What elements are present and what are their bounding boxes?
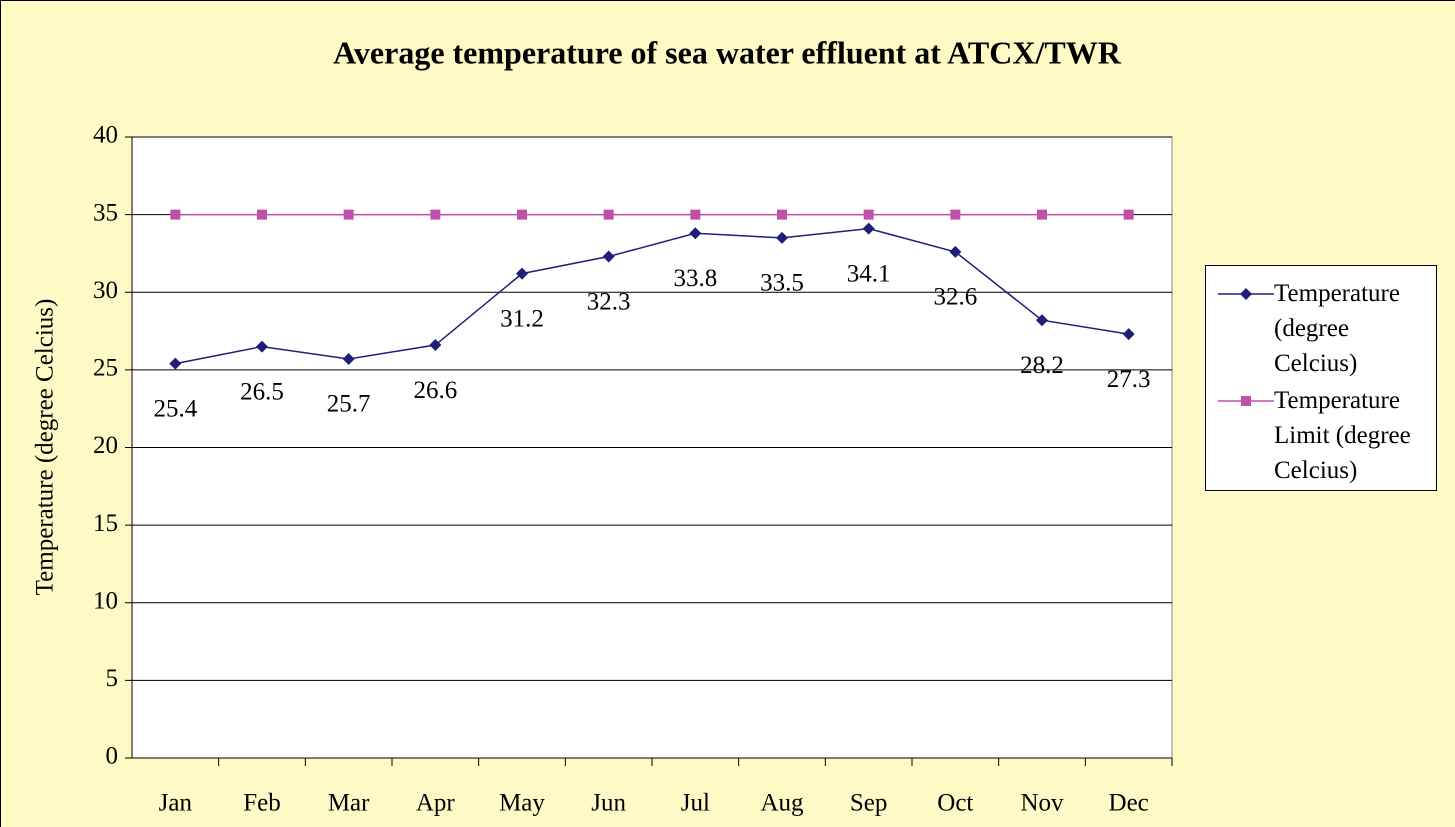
data-label: 32.3: [587, 288, 631, 315]
x-tick-label: Oct: [937, 790, 973, 817]
marker: [862, 222, 875, 235]
marker: [949, 245, 962, 258]
data-label: 26.5: [240, 378, 284, 405]
marker: [256, 340, 268, 353]
data-label: 27.3: [1107, 366, 1151, 393]
marker: [950, 209, 961, 220]
legend-swatch: [1218, 288, 1274, 300]
data-label: 25.7: [327, 391, 371, 418]
x-tick-label: Feb: [243, 790, 281, 817]
chart-title: Average temperature of sea water effluen…: [333, 34, 1122, 70]
y-tick-label: 20: [93, 432, 118, 459]
marker: [1036, 314, 1048, 327]
legend: Temperature (degree Celcius) Temperature…: [1205, 265, 1437, 491]
marker: [1122, 328, 1135, 341]
y-tick-label: 35: [93, 199, 118, 226]
legend-entry: Temperature (degree Celcius): [1218, 276, 1436, 381]
legend-label: Temperature Limit (degree Celcius): [1274, 387, 1411, 484]
marker: [777, 209, 787, 220]
y-tick-label: 15: [93, 510, 118, 537]
x-tick-label: Jun: [591, 790, 626, 817]
x-tick-label: Apr: [416, 790, 456, 817]
y-tick-label: 5: [106, 665, 119, 692]
marker: [169, 357, 182, 370]
marker: [603, 209, 614, 220]
marker: [689, 227, 702, 240]
legend-label: Temperature (degree Celcius): [1274, 280, 1400, 377]
marker: [1037, 209, 1047, 220]
marker: [1241, 396, 1251, 406]
y-axis-title: Temperature (degree Celcius): [32, 299, 59, 596]
data-label: 33.5: [760, 270, 804, 297]
y-tick-label: 10: [93, 587, 118, 614]
x-tick-label: Mar: [328, 790, 370, 817]
y-tick-label: 25: [93, 355, 118, 382]
x-tick-label: Jan: [159, 790, 193, 817]
y-tick-label: 30: [93, 277, 118, 304]
marker: [343, 209, 354, 220]
x-tick-label: Jul: [681, 790, 710, 817]
marker: [602, 250, 615, 263]
y-tick-label: 0: [106, 743, 119, 770]
legend-swatch: [1218, 396, 1274, 406]
marker: [776, 231, 788, 244]
data-label: 28.2: [1020, 352, 1064, 379]
marker: [342, 353, 355, 366]
marker: [257, 209, 267, 220]
data-label: 25.4: [153, 395, 197, 422]
data-label: 32.6: [933, 284, 977, 311]
series-line: [175, 227, 1129, 365]
data-label: 31.2: [500, 305, 544, 332]
marker: [1240, 288, 1252, 300]
data-label: 34.1: [847, 260, 891, 287]
marker: [690, 209, 701, 220]
x-tick-label: May: [499, 790, 545, 817]
marker: [863, 209, 874, 220]
y-tick-label: 40: [93, 122, 118, 149]
x-tick-label: Dec: [1109, 790, 1149, 817]
data-label: 33.8: [673, 265, 717, 292]
marker: [170, 209, 181, 220]
marker: [1123, 209, 1134, 220]
marker: [516, 267, 528, 280]
marker: [429, 339, 442, 352]
x-tick-label: Sep: [850, 790, 888, 817]
marker: [517, 209, 527, 220]
x-tick-label: Nov: [1020, 790, 1064, 817]
marker: [430, 209, 441, 220]
data-label: 26.6: [413, 377, 457, 404]
legend-entry: Temperature Limit (degree Celcius): [1218, 383, 1436, 488]
x-tick-label: Aug: [760, 790, 804, 817]
